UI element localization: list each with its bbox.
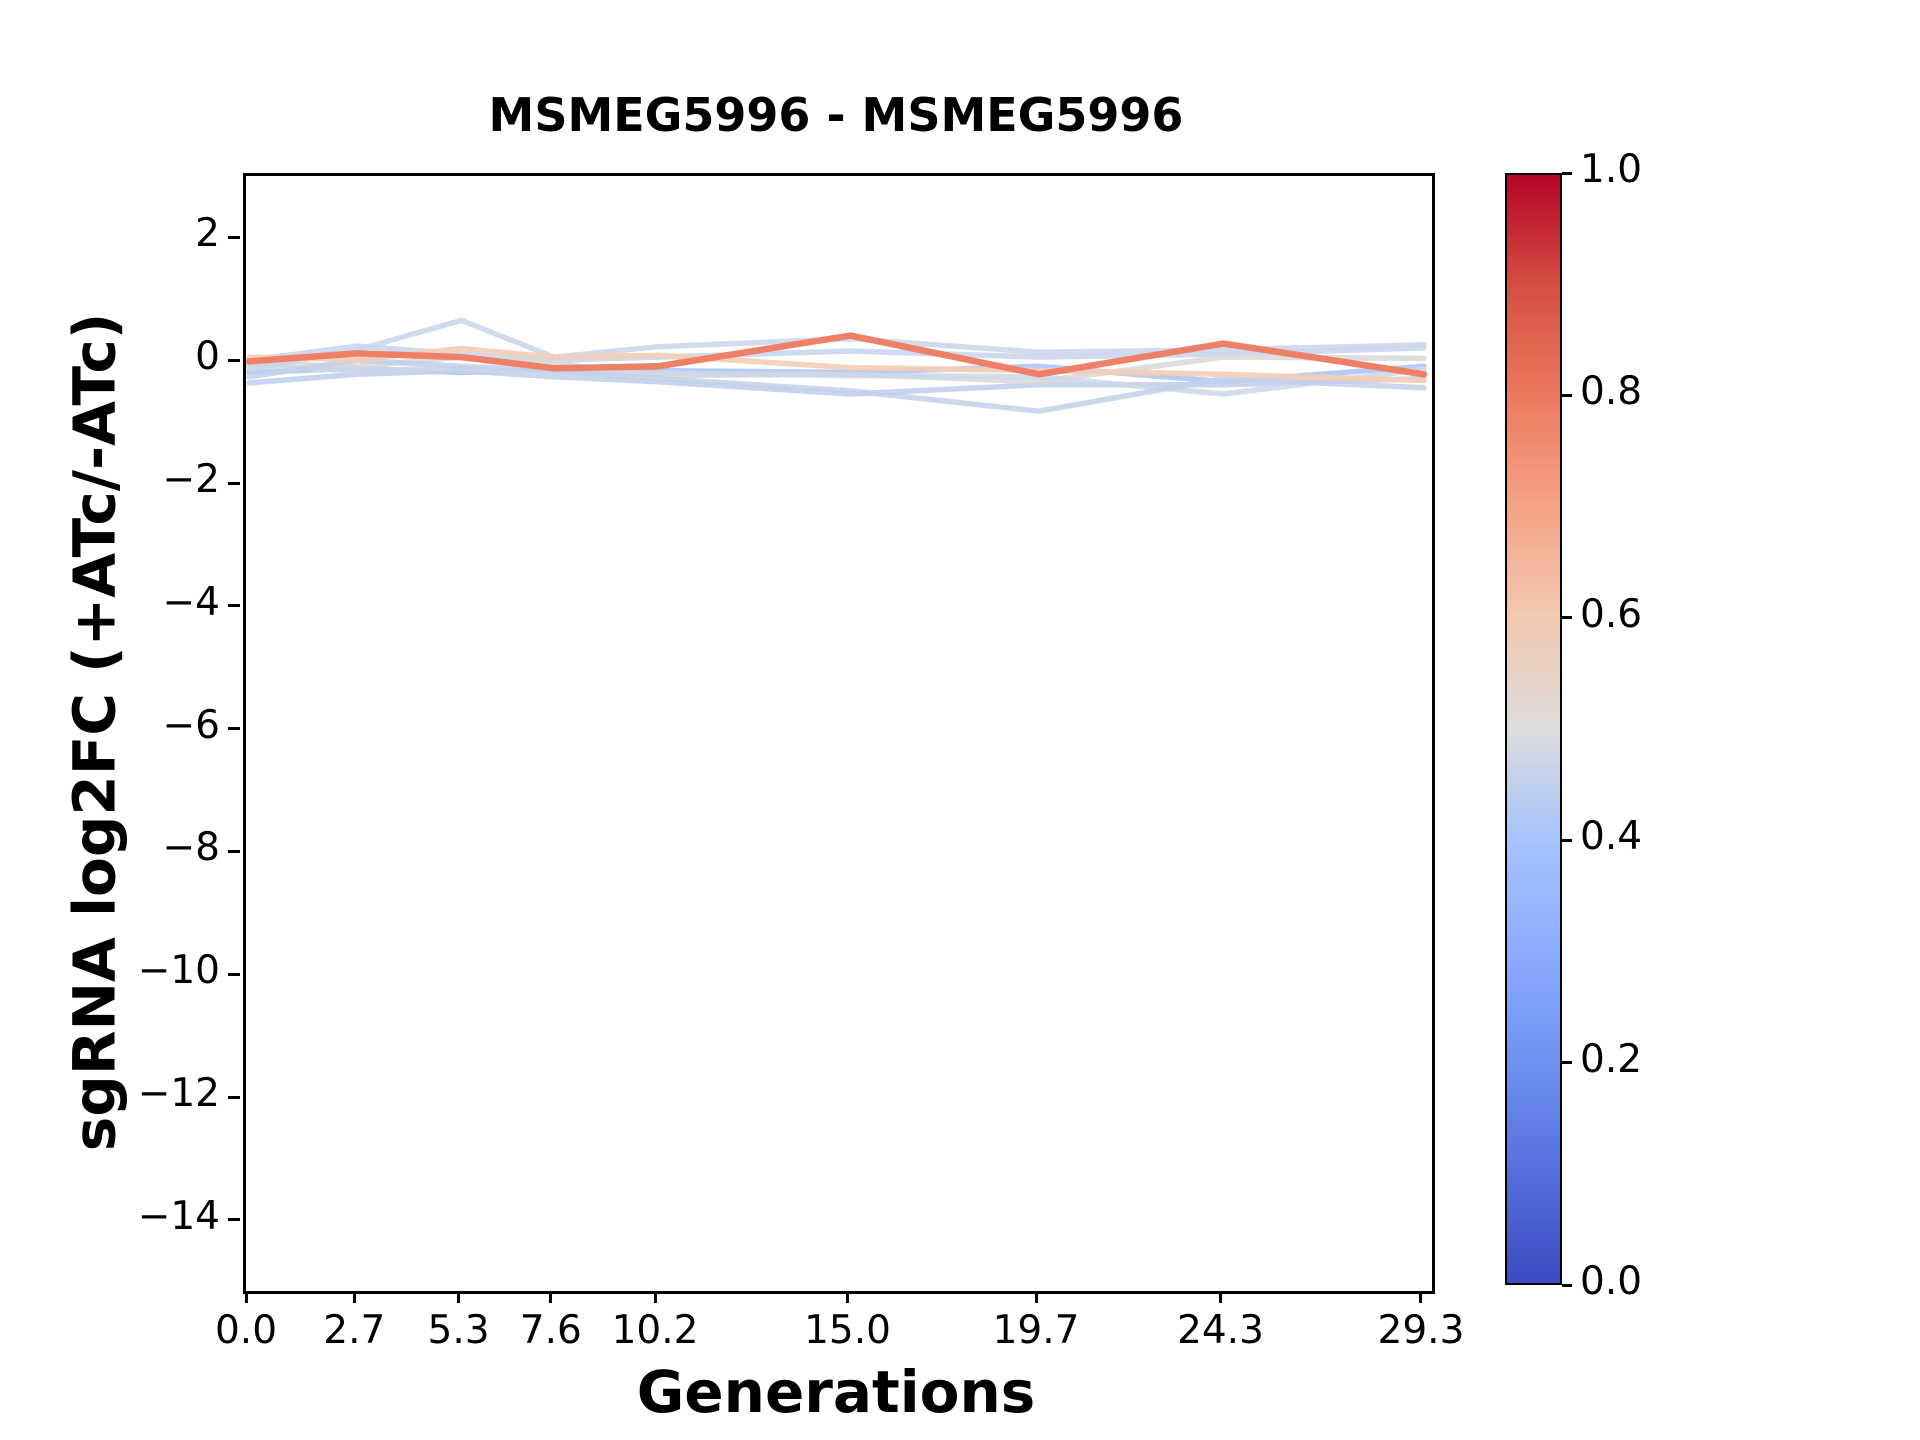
x-tick-label: 0.0 [214, 1308, 278, 1353]
y-tick-label: 2 [195, 211, 220, 257]
y-tick-mark [228, 358, 240, 362]
y-tick-label: −2 [162, 457, 221, 503]
y-tick-mark [228, 1095, 240, 1099]
series-line-sgRNA-line-3 [246, 367, 1427, 397]
series-line-sgRNA-line-9 [246, 332, 1428, 378]
x-tick-mark [1218, 1291, 1222, 1303]
y-tick-label: 0 [195, 334, 220, 380]
colorbar-tick-label: 1.0 [1580, 147, 1643, 192]
colorbar-tick-label: 0.8 [1580, 369, 1643, 415]
x-tick-label: 24.3 [1177, 1308, 1264, 1353]
colorbar-tick-mark [1562, 1061, 1572, 1065]
y-tick-mark [228, 849, 240, 853]
x-tick-mark [653, 1291, 657, 1303]
series-line-sgRNA-line-6 [246, 357, 1427, 414]
x-tick-label: 5.3 [427, 1308, 490, 1353]
x-tick-label: 10.2 [611, 1308, 699, 1353]
y-tick-mark [228, 235, 240, 239]
y-tick-label: −10 [137, 948, 220, 994]
colorbar-tick-mark [1562, 393, 1572, 397]
chart-title: MSMEG5996 - MSMEG5996 [488, 88, 1184, 142]
colorbar-tick-mark [1562, 171, 1572, 175]
y-tick-mark [228, 481, 240, 485]
x-tick-mark [352, 1291, 356, 1303]
x-tick-label: 19.7 [992, 1308, 1080, 1353]
y-tick-label: −12 [137, 1071, 220, 1117]
colorbar-tick-mark [1562, 1283, 1572, 1287]
x-tick-label: 2.7 [323, 1308, 386, 1353]
plot-area [243, 173, 1435, 1294]
y-tick-label: −8 [162, 825, 221, 871]
colorbar-tick-label: 0.2 [1580, 1036, 1643, 1082]
y-tick-mark [228, 1218, 240, 1222]
x-tick-mark [1419, 1291, 1423, 1303]
colorbar-tick-mark [1562, 838, 1572, 842]
colorbar-tick-mark [1562, 616, 1572, 620]
x-tick-mark [457, 1291, 461, 1303]
colorbar-gradient [1507, 175, 1560, 1283]
y-tick-label: −6 [162, 702, 221, 748]
x-tick-mark [846, 1291, 850, 1303]
x-tick-mark [1034, 1291, 1038, 1303]
x-axis-label: Generations [636, 1358, 1036, 1426]
colorbar [1505, 173, 1562, 1285]
y-tick-mark [228, 604, 240, 608]
y-tick-mark [228, 972, 240, 976]
colorbar-tick-label: 0.0 [1580, 1259, 1643, 1304]
y-tick-label: −4 [162, 579, 221, 625]
y-tick-label: −14 [137, 1193, 220, 1239]
colorbar-tick-label: 0.6 [1580, 591, 1643, 637]
x-tick-label: 15.0 [804, 1308, 891, 1353]
colorbar-tick-label: 0.4 [1580, 814, 1643, 860]
x-tick-label: 7.6 [519, 1308, 582, 1353]
x-tick-mark [244, 1291, 248, 1303]
chart-lines [246, 317, 1428, 414]
x-tick-mark [549, 1291, 553, 1303]
x-tick-label: 29.3 [1377, 1308, 1465, 1353]
y-tick-mark [228, 727, 240, 731]
